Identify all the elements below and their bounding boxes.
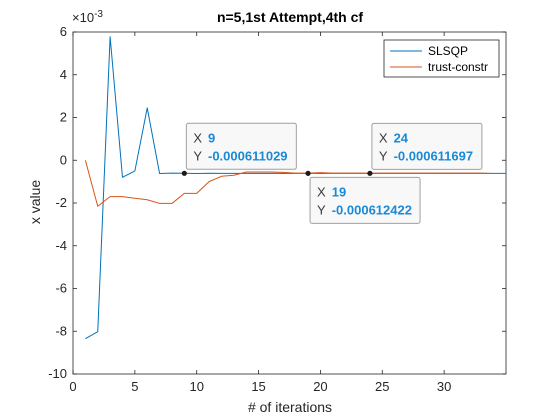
- y-tick-label: 0: [60, 152, 67, 167]
- legend-box: [383, 39, 500, 78]
- y-axis-label: x value: [27, 180, 43, 225]
- datatip-x-key: X: [379, 130, 388, 145]
- datatip-marker[interactable]: [367, 170, 373, 176]
- y-tick-label: -8: [55, 323, 67, 338]
- x-axis-label: # of iterations: [248, 399, 332, 415]
- datatip-x-value: 9: [208, 130, 215, 145]
- datatip-box[interactable]: [309, 176, 421, 224]
- x-tick-label: 25: [375, 379, 389, 394]
- datatip-y-value: -0.000611029: [208, 148, 288, 163]
- chart-title: n=5,1st Attempt,4th cf: [217, 9, 363, 25]
- datatip-y-row: Y -0.000611029: [193, 148, 287, 163]
- x-tick-label: 30: [437, 379, 451, 394]
- datatip-y-row: Y -0.000612422: [317, 202, 412, 217]
- x-axis-ticks: 0 5 10 15 20 25 30: [69, 32, 451, 394]
- legend-entry[interactable]: SLSQP: [428, 44, 468, 58]
- x-tick-label: 15: [251, 379, 265, 394]
- x-tick-label: 20: [313, 379, 327, 394]
- datatip-x-key: X: [193, 130, 202, 145]
- datatip-y-key: Y: [317, 202, 326, 217]
- datatip-box[interactable]: [185, 122, 297, 170]
- datatip-x-row: X 19: [317, 184, 346, 199]
- legend[interactable]: SLSQP trust-constr: [383, 39, 500, 78]
- series-line-trust-constr[interactable]: [84, 160, 506, 207]
- y-tick-label: -6: [55, 281, 67, 296]
- datatip-x-row: X 24: [379, 130, 409, 145]
- legend-entry[interactable]: trust-constr: [428, 60, 488, 74]
- datatip-y-key: Y: [193, 148, 202, 163]
- x-tick-label: 5: [131, 379, 138, 394]
- x-tick-label: 0: [69, 379, 76, 394]
- datatip-x-value: 24: [394, 130, 409, 145]
- datatip-y-value: -0.000611697: [394, 148, 474, 163]
- datatip-marker[interactable]: [305, 170, 311, 176]
- datatip-x-key: X: [317, 184, 326, 199]
- y-tick-label: 2: [60, 110, 67, 125]
- x-tick-label: 10: [189, 379, 203, 394]
- y-axis-exponent: ×10-3: [72, 9, 103, 25]
- datatip-marker[interactable]: [181, 170, 187, 176]
- y-tick-label: -4: [55, 238, 67, 253]
- datatip-y-key: Y: [379, 148, 388, 163]
- datatip-box[interactable]: [371, 122, 483, 170]
- series-lines: [84, 36, 506, 340]
- y-tick-label: -10: [48, 366, 67, 381]
- y-tick-label: 4: [60, 67, 67, 82]
- datatip-y-value: -0.000612422: [332, 202, 412, 217]
- axes-box: [72, 31, 507, 375]
- y-tick-label: -2: [55, 195, 67, 210]
- datatip-x-value: 19: [332, 184, 346, 199]
- datatip-y-row: Y -0.000611697: [379, 148, 473, 163]
- y-tick-label: 6: [60, 24, 67, 39]
